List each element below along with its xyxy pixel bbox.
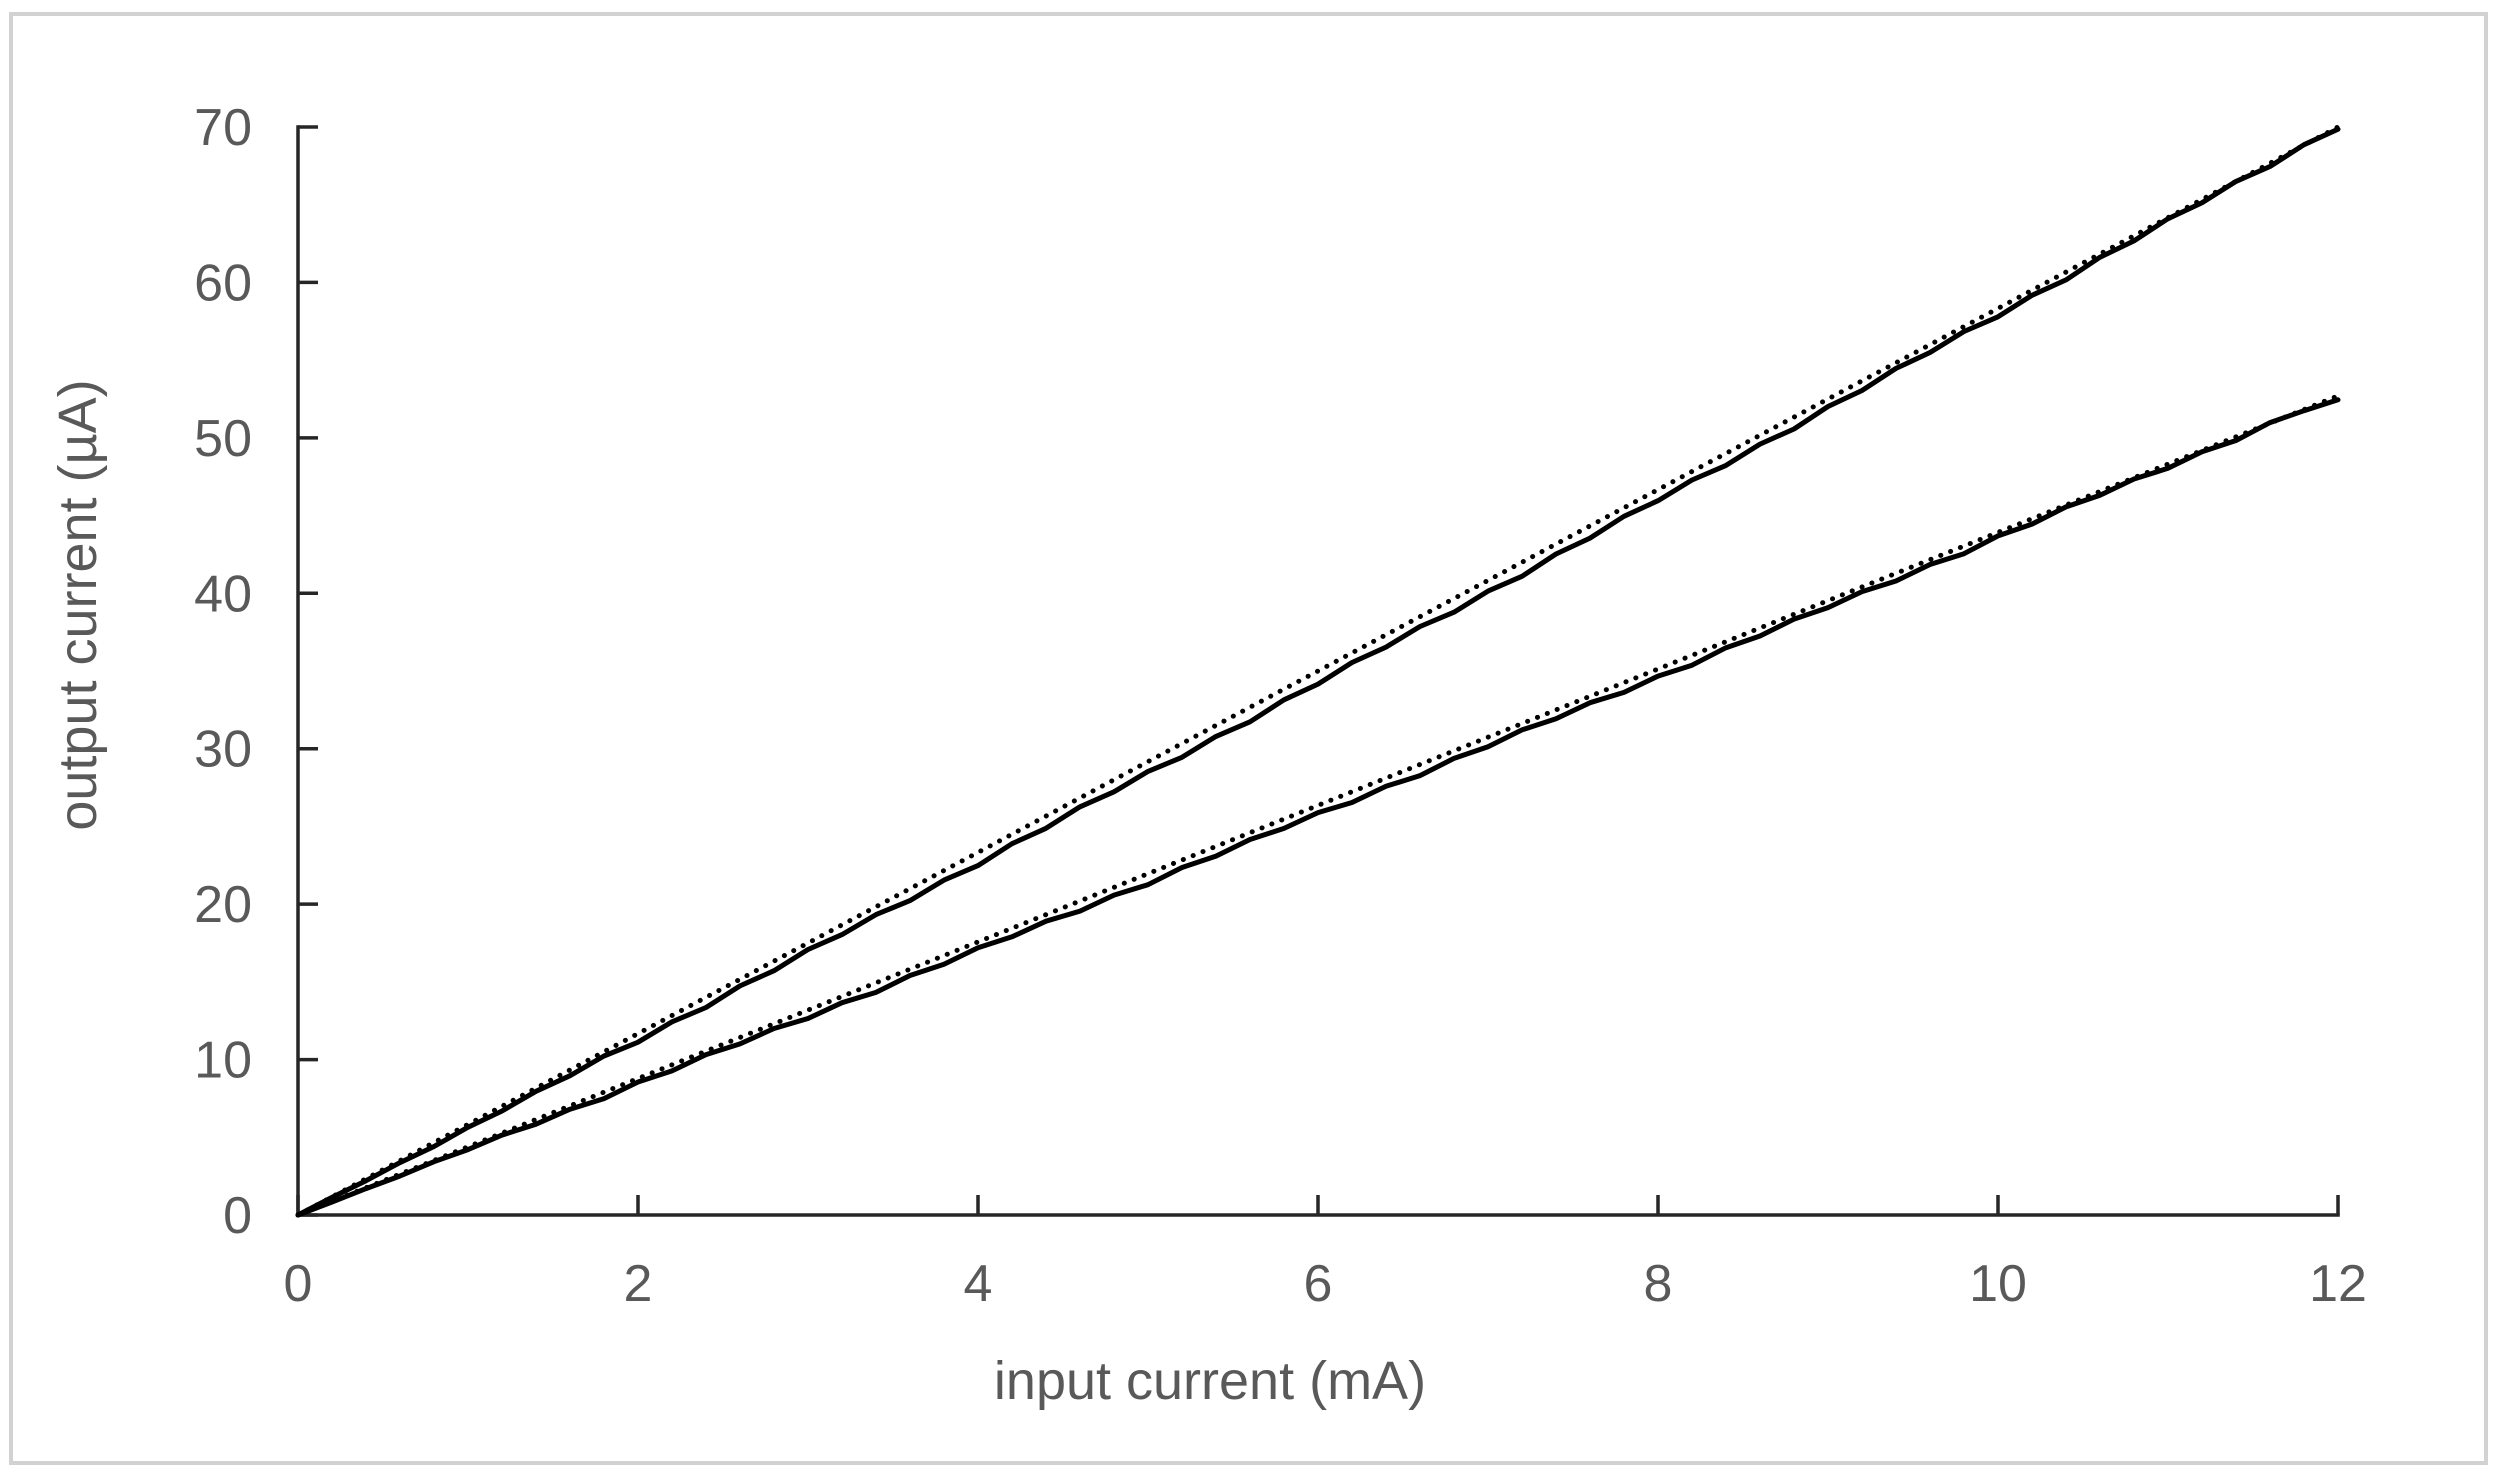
tick-marks [296, 125, 2340, 1217]
x-tick-label: 12 [2309, 1255, 2367, 1313]
x-tick-label: 0 [284, 1255, 313, 1313]
x-tick-label: 2 [624, 1255, 653, 1313]
y-tick-label: 20 [194, 876, 252, 934]
series-lines [295, 124, 2341, 1218]
x-tick-label: 6 [1304, 1255, 1333, 1313]
x-axis-title: input current (mA) [994, 1351, 1426, 1411]
y-tick-label: 40 [194, 565, 252, 623]
x-tick-label: 8 [1644, 1255, 1673, 1313]
y-tick-label: 0 [223, 1187, 252, 1245]
x-tick-label: 10 [1969, 1255, 2027, 1313]
lower-trend-dotted-line [295, 393, 2341, 1218]
upper-trend-dotted-line [295, 124, 2341, 1218]
x-tick-labels: 0 2 4 6 8 10 12 [284, 1255, 2367, 1313]
y-tick-label: 10 [194, 1032, 252, 1090]
y-tick-label: 30 [194, 721, 252, 779]
y-tick-label: 70 [194, 99, 252, 157]
x-tick-label: 4 [964, 1255, 993, 1313]
upper-measured-solid-line [295, 126, 2341, 1218]
y-tick-label: 50 [194, 410, 252, 468]
figure-border [9, 12, 2488, 1465]
lower-measured-solid-line [295, 397, 2341, 1218]
y-tick-labels: 0 10 20 30 40 50 60 70 [194, 99, 252, 1245]
y-axis-title: output current (µA) [48, 379, 108, 830]
y-tick-label: 60 [194, 254, 252, 312]
